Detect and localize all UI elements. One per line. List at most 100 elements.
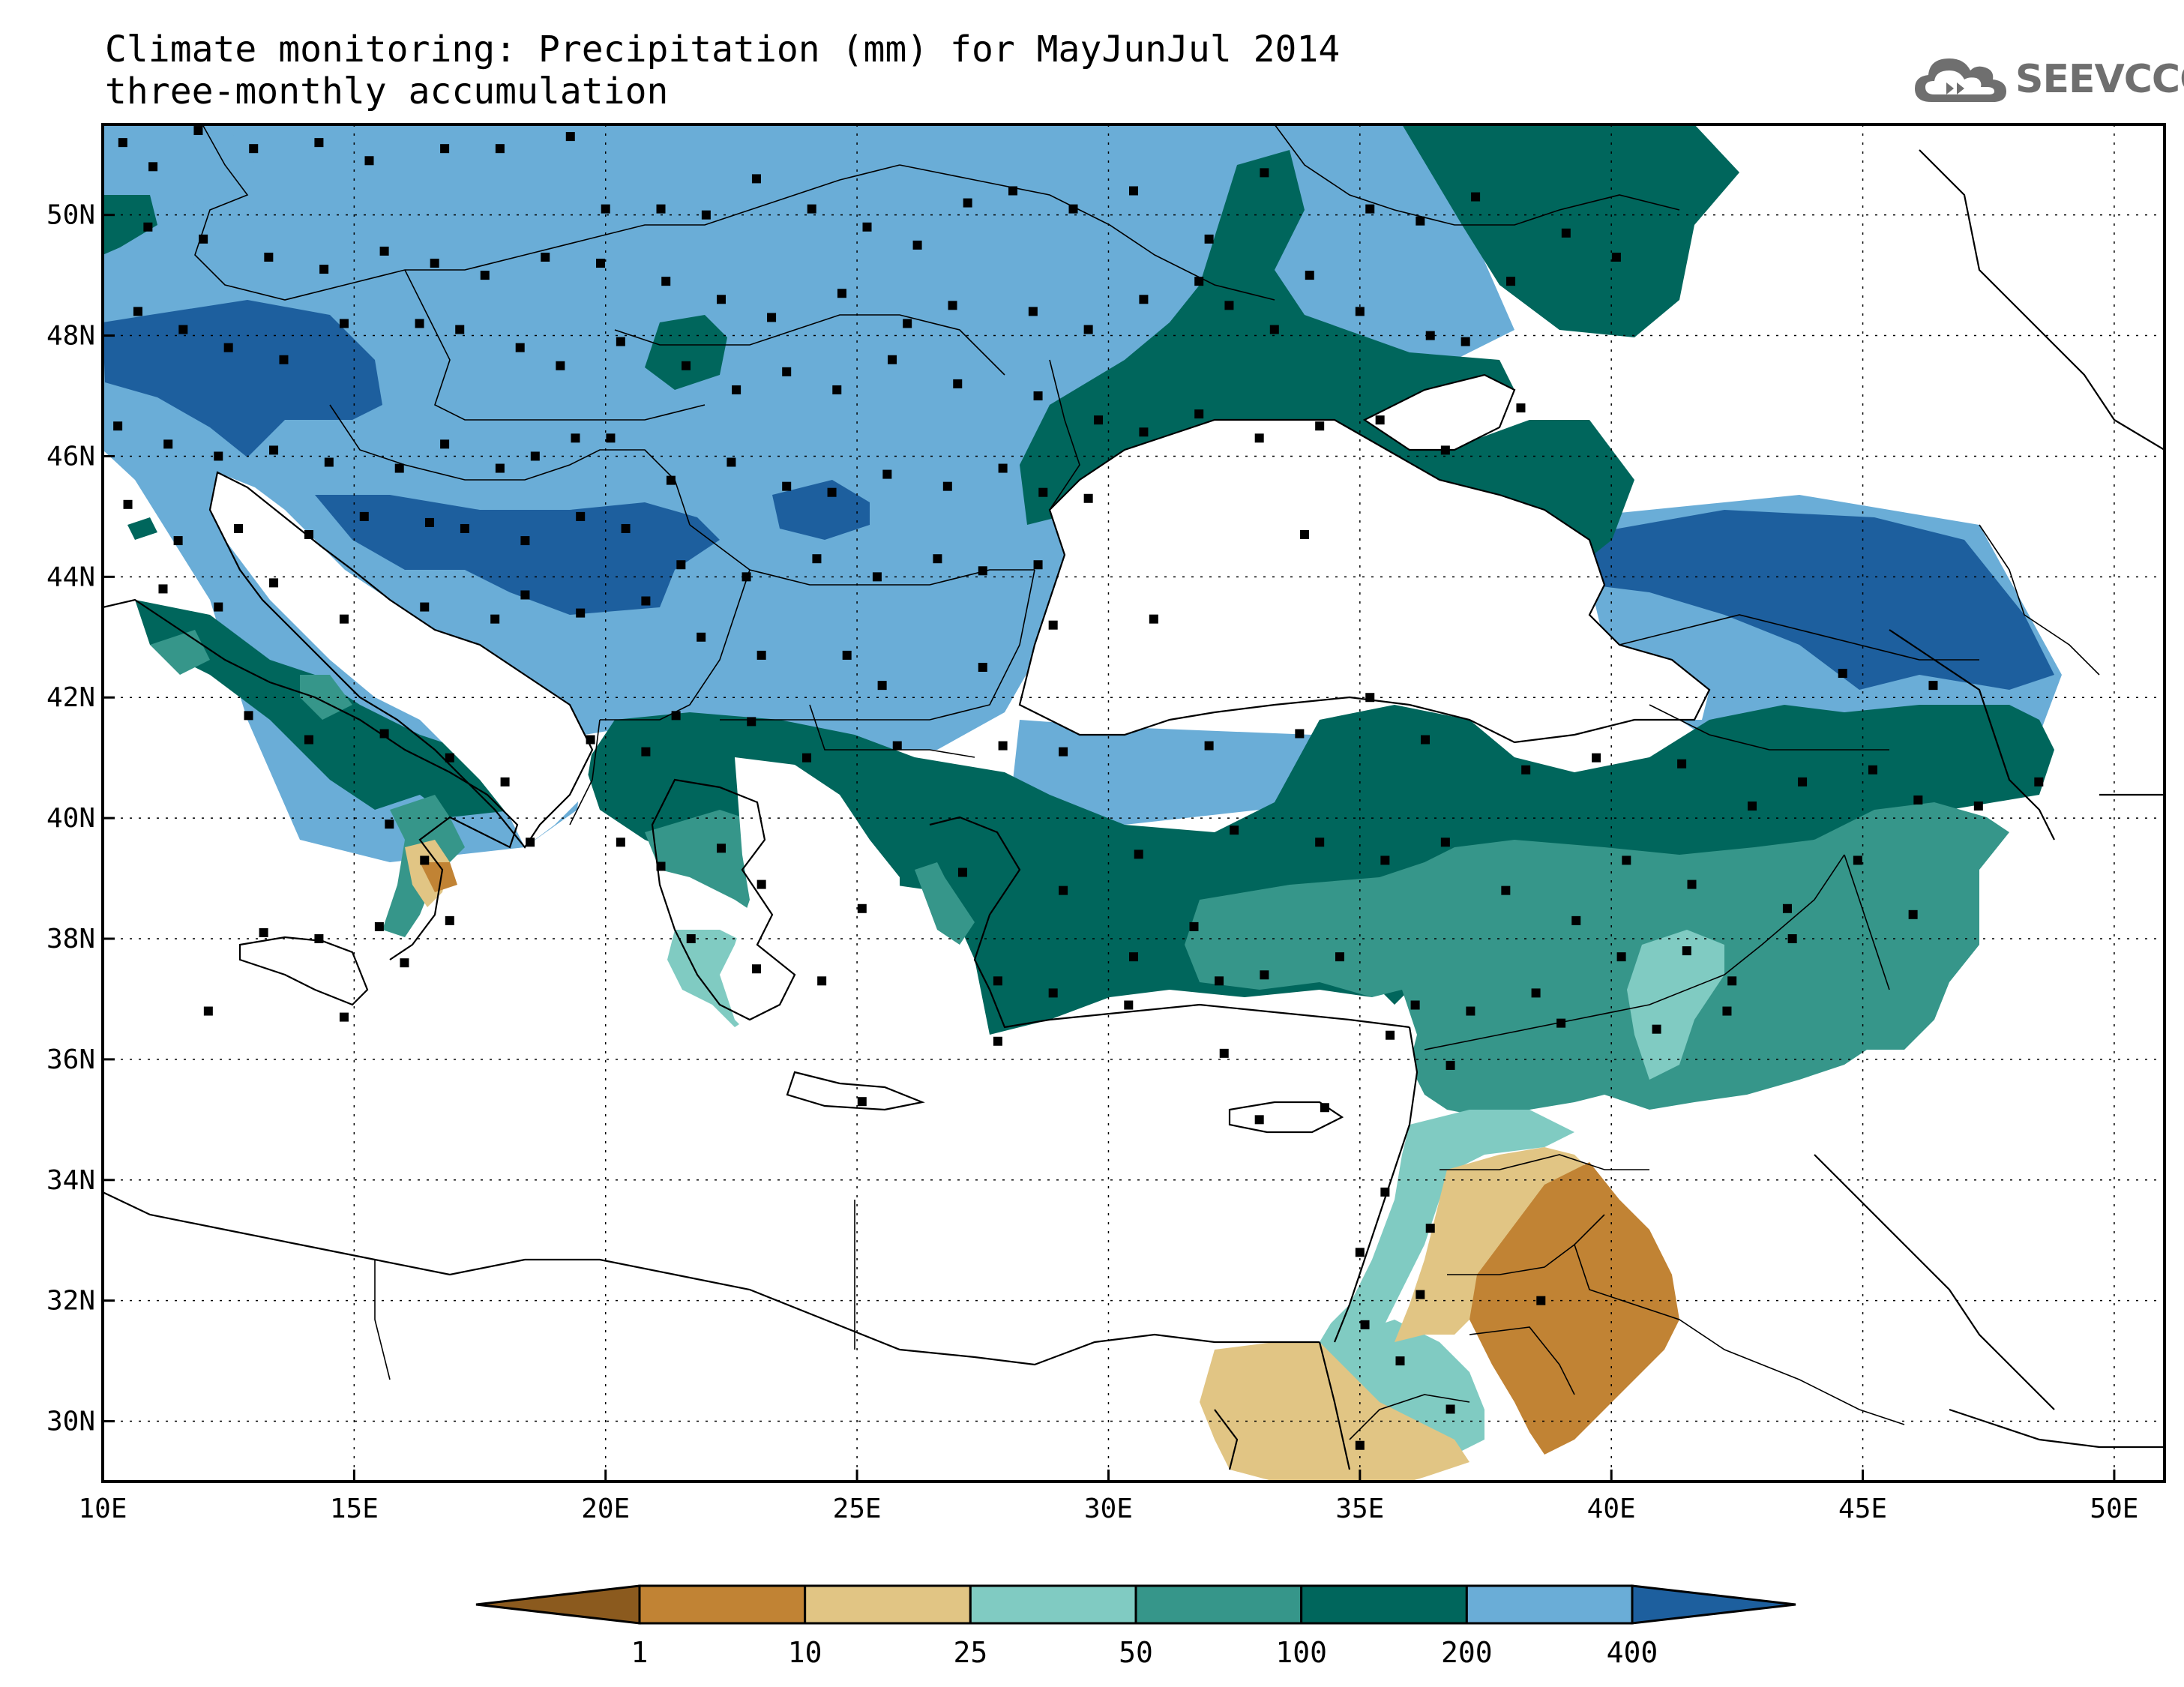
station-marker — [1386, 1030, 1395, 1040]
station-marker — [1380, 855, 1390, 865]
station-marker — [1592, 753, 1601, 763]
station-marker — [892, 741, 902, 751]
station-marker — [244, 711, 253, 721]
station-marker — [1561, 228, 1571, 238]
station-marker — [490, 614, 500, 624]
station-marker — [178, 325, 188, 334]
station-marker — [1380, 1187, 1390, 1197]
station-marker — [717, 295, 726, 304]
station-marker — [827, 487, 837, 497]
station-marker — [1416, 216, 1425, 226]
station-marker — [782, 481, 792, 491]
station-marker — [480, 271, 490, 280]
station-marker — [1068, 204, 1078, 214]
station-markers — [113, 126, 2044, 1450]
station-marker — [1300, 530, 1310, 540]
station-marker — [199, 234, 208, 244]
colorbar-bin-low — [475, 1584, 641, 1625]
station-marker — [727, 457, 736, 467]
station-marker — [339, 1012, 349, 1022]
colorbar-bin — [969, 1584, 1137, 1625]
station-marker — [912, 240, 922, 250]
station-marker — [697, 632, 706, 642]
station-marker — [621, 523, 631, 533]
station-marker — [616, 337, 625, 346]
station-marker — [1913, 795, 1923, 805]
gridlines — [103, 124, 2165, 1482]
station-marker — [1260, 970, 1269, 980]
station-marker — [1295, 729, 1305, 739]
station-marker — [1033, 391, 1043, 400]
station-marker — [1269, 325, 1279, 334]
station-marker — [1134, 849, 1143, 859]
station-marker — [616, 838, 625, 847]
station-marker — [571, 433, 580, 443]
station-marker — [1798, 777, 1808, 787]
station-marker — [641, 747, 651, 757]
station-marker — [394, 463, 404, 473]
station-marker — [1230, 826, 1239, 835]
station-marker — [747, 717, 756, 727]
station-marker — [1149, 614, 1158, 624]
y-tick-label: 34N — [46, 1165, 95, 1196]
sea-mask — [103, 375, 1709, 1365]
station-marker — [596, 259, 606, 268]
station-marker — [802, 753, 812, 763]
station-marker — [1421, 735, 1431, 745]
station-marker — [1194, 277, 1204, 286]
station-marker — [1531, 988, 1541, 998]
x-tick-label: 15E — [330, 1494, 379, 1524]
station-marker — [978, 663, 987, 672]
station-marker — [193, 126, 203, 136]
chart-title: Climate monitoring: Precipitation (mm) f… — [105, 28, 1341, 70]
station-marker — [173, 536, 183, 546]
station-marker — [530, 451, 540, 461]
y-tick-label: 32N — [46, 1286, 95, 1317]
station-marker — [1682, 946, 1691, 956]
y-tick-label: 50N — [46, 200, 95, 231]
station-marker — [1446, 1060, 1455, 1070]
station-marker — [526, 838, 535, 847]
station-marker — [541, 252, 550, 262]
y-tick-label: 46N — [46, 441, 95, 472]
station-marker — [682, 361, 691, 370]
station-marker — [1254, 433, 1264, 443]
station-marker — [339, 319, 349, 328]
station-marker — [1033, 560, 1043, 570]
station-marker — [1059, 885, 1068, 895]
station-marker — [415, 319, 424, 328]
station-marker — [1355, 1440, 1365, 1450]
y-tick-label: 44N — [46, 562, 95, 592]
station-marker — [364, 156, 374, 166]
station-marker — [158, 584, 168, 594]
station-marker — [942, 481, 952, 491]
colorbar-bin — [1465, 1584, 1634, 1625]
station-marker — [1838, 669, 1847, 679]
station-marker — [857, 1097, 867, 1107]
station-marker — [576, 511, 586, 521]
station-marker — [1204, 741, 1214, 751]
station-marker — [1571, 915, 1581, 925]
station-marker — [400, 958, 409, 968]
station-marker — [751, 174, 761, 184]
station-marker — [420, 855, 430, 865]
station-marker — [1048, 620, 1058, 630]
station-marker — [877, 681, 887, 691]
station-marker — [460, 523, 469, 533]
station-marker — [324, 457, 334, 467]
station-marker — [862, 222, 872, 232]
colorbar-label: 1 — [631, 1636, 649, 1669]
station-marker — [264, 252, 274, 262]
station-marker — [832, 385, 842, 394]
x-tick-label: 20E — [581, 1494, 630, 1524]
station-marker — [661, 277, 671, 286]
station-marker — [339, 614, 349, 624]
colorbar-bin-high — [1631, 1584, 1796, 1625]
station-marker — [1260, 168, 1269, 178]
colorbar-label: 50 — [1119, 1636, 1153, 1669]
station-marker — [641, 596, 651, 606]
station-marker — [1083, 325, 1093, 334]
station-marker — [2034, 777, 2044, 787]
station-marker — [1466, 1006, 1475, 1016]
